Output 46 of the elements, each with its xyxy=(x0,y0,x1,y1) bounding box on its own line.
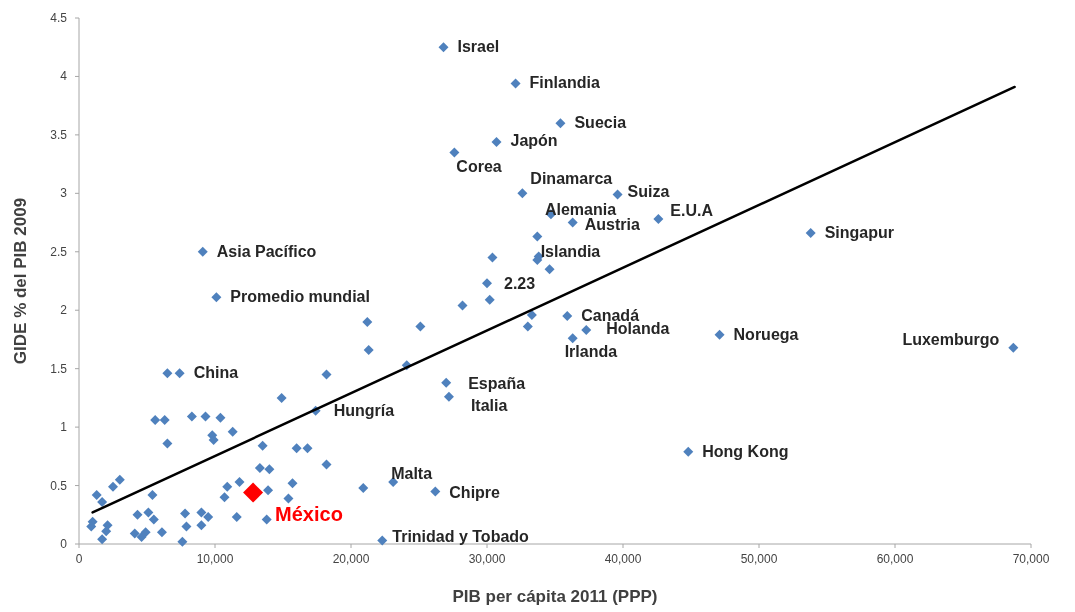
y-tick-label: 3 xyxy=(60,186,68,201)
annotation: Holanda xyxy=(606,320,670,338)
annotation: Chipre xyxy=(449,484,501,502)
annotation: Israel xyxy=(457,38,500,56)
annotation: Irlanda xyxy=(564,343,618,361)
y-tick-label: 0 xyxy=(60,537,68,551)
y-axis-title: GIDE % del PIB 2009 xyxy=(11,197,30,365)
annotation: Asia Pacífico xyxy=(216,242,317,260)
series-label: México xyxy=(275,502,343,525)
annotation: Suecia xyxy=(574,114,627,132)
x-tick-label: 0 xyxy=(75,552,83,566)
annotation: China xyxy=(193,364,239,382)
annotation: Malta xyxy=(391,465,433,483)
x-tick-label: 20,000 xyxy=(332,552,370,566)
annotation: Finlandia xyxy=(529,74,600,92)
y-tick-label: 2 xyxy=(60,303,68,318)
x-tick-label: 40,000 xyxy=(604,552,642,566)
annotation: Japón xyxy=(510,131,558,149)
y-tick-label: 2.5 xyxy=(50,244,68,259)
annotation: Luxemburgo xyxy=(902,330,1000,348)
annotation: E.U.A xyxy=(670,202,714,220)
x-tick-label: 10,000 xyxy=(196,552,234,566)
y-tick-label: 1 xyxy=(60,420,68,435)
annotation: Trinidad y Tobado xyxy=(392,528,530,546)
y-tick-label: 4 xyxy=(60,69,68,84)
annotation: 2.23 xyxy=(504,275,536,293)
y-tick-label: 3.5 xyxy=(50,127,68,142)
annotation: Promedio mundial xyxy=(230,288,370,306)
annotation: Italia xyxy=(470,396,508,414)
x-tick-label: 30,000 xyxy=(468,552,506,566)
annotation: Noruega xyxy=(733,325,799,343)
annotation: Singapur xyxy=(824,224,895,242)
annotation: Hungría xyxy=(333,401,395,419)
x-tick-label: 60,000 xyxy=(876,552,914,566)
y-tick-label: 4.5 xyxy=(50,11,68,25)
x-axis-title: PIB per cápita 2011 (PPP) xyxy=(452,587,658,606)
annotation: Corea xyxy=(456,158,502,176)
annotation: España xyxy=(468,374,526,392)
y-tick-label: 1.5 xyxy=(50,361,68,376)
x-tick-label: 50,000 xyxy=(740,552,778,566)
annotation: Islandia xyxy=(540,243,601,261)
x-tick-label: 70,000 xyxy=(1012,552,1050,566)
annotation: Suiza xyxy=(627,182,670,200)
y-tick-label: 0.5 xyxy=(50,478,68,493)
annotation: Hong Kong xyxy=(702,442,789,460)
annotation: Dinamarca xyxy=(530,170,613,188)
